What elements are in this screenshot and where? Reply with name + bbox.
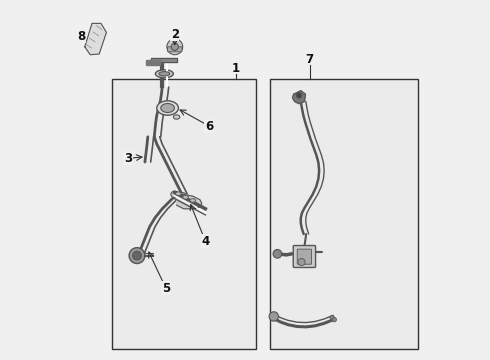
Ellipse shape <box>173 115 180 119</box>
FancyBboxPatch shape <box>293 246 316 267</box>
Ellipse shape <box>190 199 196 202</box>
Text: 6: 6 <box>205 120 213 132</box>
Ellipse shape <box>177 193 187 200</box>
Text: 3: 3 <box>124 152 132 165</box>
Circle shape <box>133 251 141 260</box>
Ellipse shape <box>171 191 179 198</box>
Polygon shape <box>293 91 305 104</box>
Circle shape <box>296 93 302 98</box>
Bar <box>112 79 256 349</box>
Text: 1: 1 <box>232 62 240 75</box>
Ellipse shape <box>155 70 173 78</box>
Ellipse shape <box>161 104 174 113</box>
Polygon shape <box>146 60 160 65</box>
Circle shape <box>129 248 145 264</box>
Text: 7: 7 <box>306 53 314 66</box>
Text: 4: 4 <box>201 235 210 248</box>
Circle shape <box>298 258 305 266</box>
Circle shape <box>273 249 282 258</box>
Ellipse shape <box>159 72 170 76</box>
Text: 2: 2 <box>171 28 179 41</box>
Polygon shape <box>85 23 106 55</box>
Circle shape <box>269 312 278 321</box>
Ellipse shape <box>175 192 181 195</box>
FancyBboxPatch shape <box>297 249 312 264</box>
Text: 8: 8 <box>77 30 85 42</box>
Polygon shape <box>176 194 202 209</box>
Polygon shape <box>151 58 176 62</box>
Circle shape <box>332 318 337 322</box>
Circle shape <box>167 39 183 55</box>
FancyBboxPatch shape <box>168 47 182 52</box>
Circle shape <box>330 315 334 320</box>
Circle shape <box>171 43 178 50</box>
Bar <box>270 79 418 349</box>
Text: 5: 5 <box>162 282 170 294</box>
Ellipse shape <box>157 101 178 115</box>
Ellipse shape <box>183 195 189 199</box>
